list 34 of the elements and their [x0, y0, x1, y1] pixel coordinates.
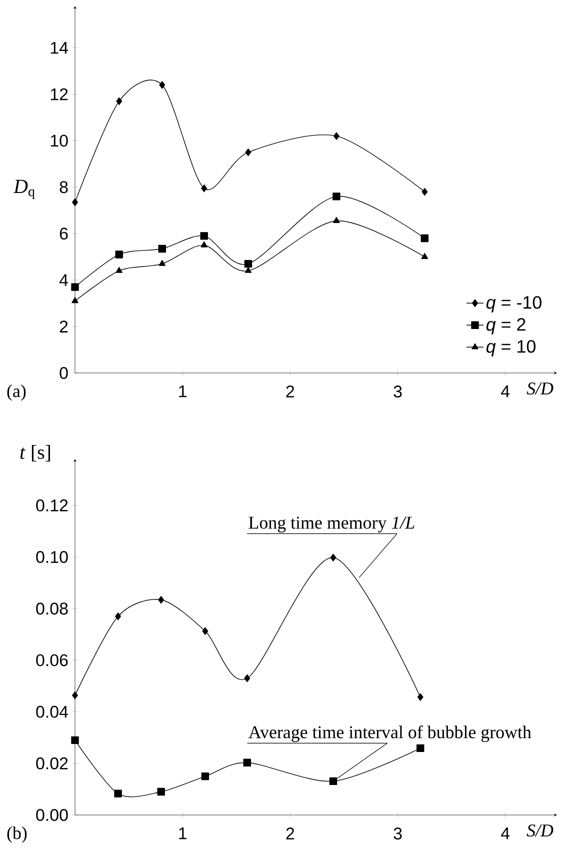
x-tick-label: 2: [286, 828, 294, 840]
y-tick-label: 0: [60, 366, 68, 379]
y-tick-label: 0.02: [36, 757, 68, 770]
y-tick-label: 10: [50, 134, 68, 147]
x-tick-label: 2: [286, 386, 294, 398]
y-tick-label: 0.08: [36, 602, 68, 615]
y-tick-label: 4: [59, 274, 68, 286]
text: (b): [7, 826, 27, 843]
x-axis-title: S/D: [526, 824, 554, 837]
text: (a): [7, 384, 26, 401]
y-tick-label: 0.12: [36, 499, 68, 512]
y-tick-label: 0.06: [36, 654, 68, 666]
x-tick-label: 1: [179, 386, 186, 398]
x-axis-title: S/D: [526, 382, 554, 395]
annotation: Long time memory 1/L: [248, 516, 414, 532]
y-tick-label: 2: [60, 320, 68, 332]
y-axis-title: t [s]: [20, 444, 50, 462]
legend-label: q = 2: [486, 318, 526, 334]
y-tick-label: 0.00: [36, 808, 68, 821]
y-axis-title: D$_{q}$: [13, 180, 35, 200]
y-tick-label: 14: [50, 42, 68, 54]
y-tick-label: 0.10: [36, 551, 68, 564]
y-tick-label: 12: [50, 88, 68, 100]
legend-label: q = 10: [486, 340, 536, 356]
x-tick-label: 3: [394, 828, 402, 840]
x-tick-label: 1: [179, 828, 186, 840]
y-tick-label: 0.04: [36, 706, 68, 718]
y-tick-label: 8: [60, 181, 68, 194]
x-tick-label: 3: [394, 386, 402, 398]
legend-label: q = -10: [486, 296, 542, 312]
annotation: Average time interval of bubble growth: [248, 726, 532, 742]
x-tick-label: 4: [501, 386, 510, 398]
x-tick-label: 4: [501, 828, 510, 840]
y-tick-label: 6: [60, 228, 68, 240]
